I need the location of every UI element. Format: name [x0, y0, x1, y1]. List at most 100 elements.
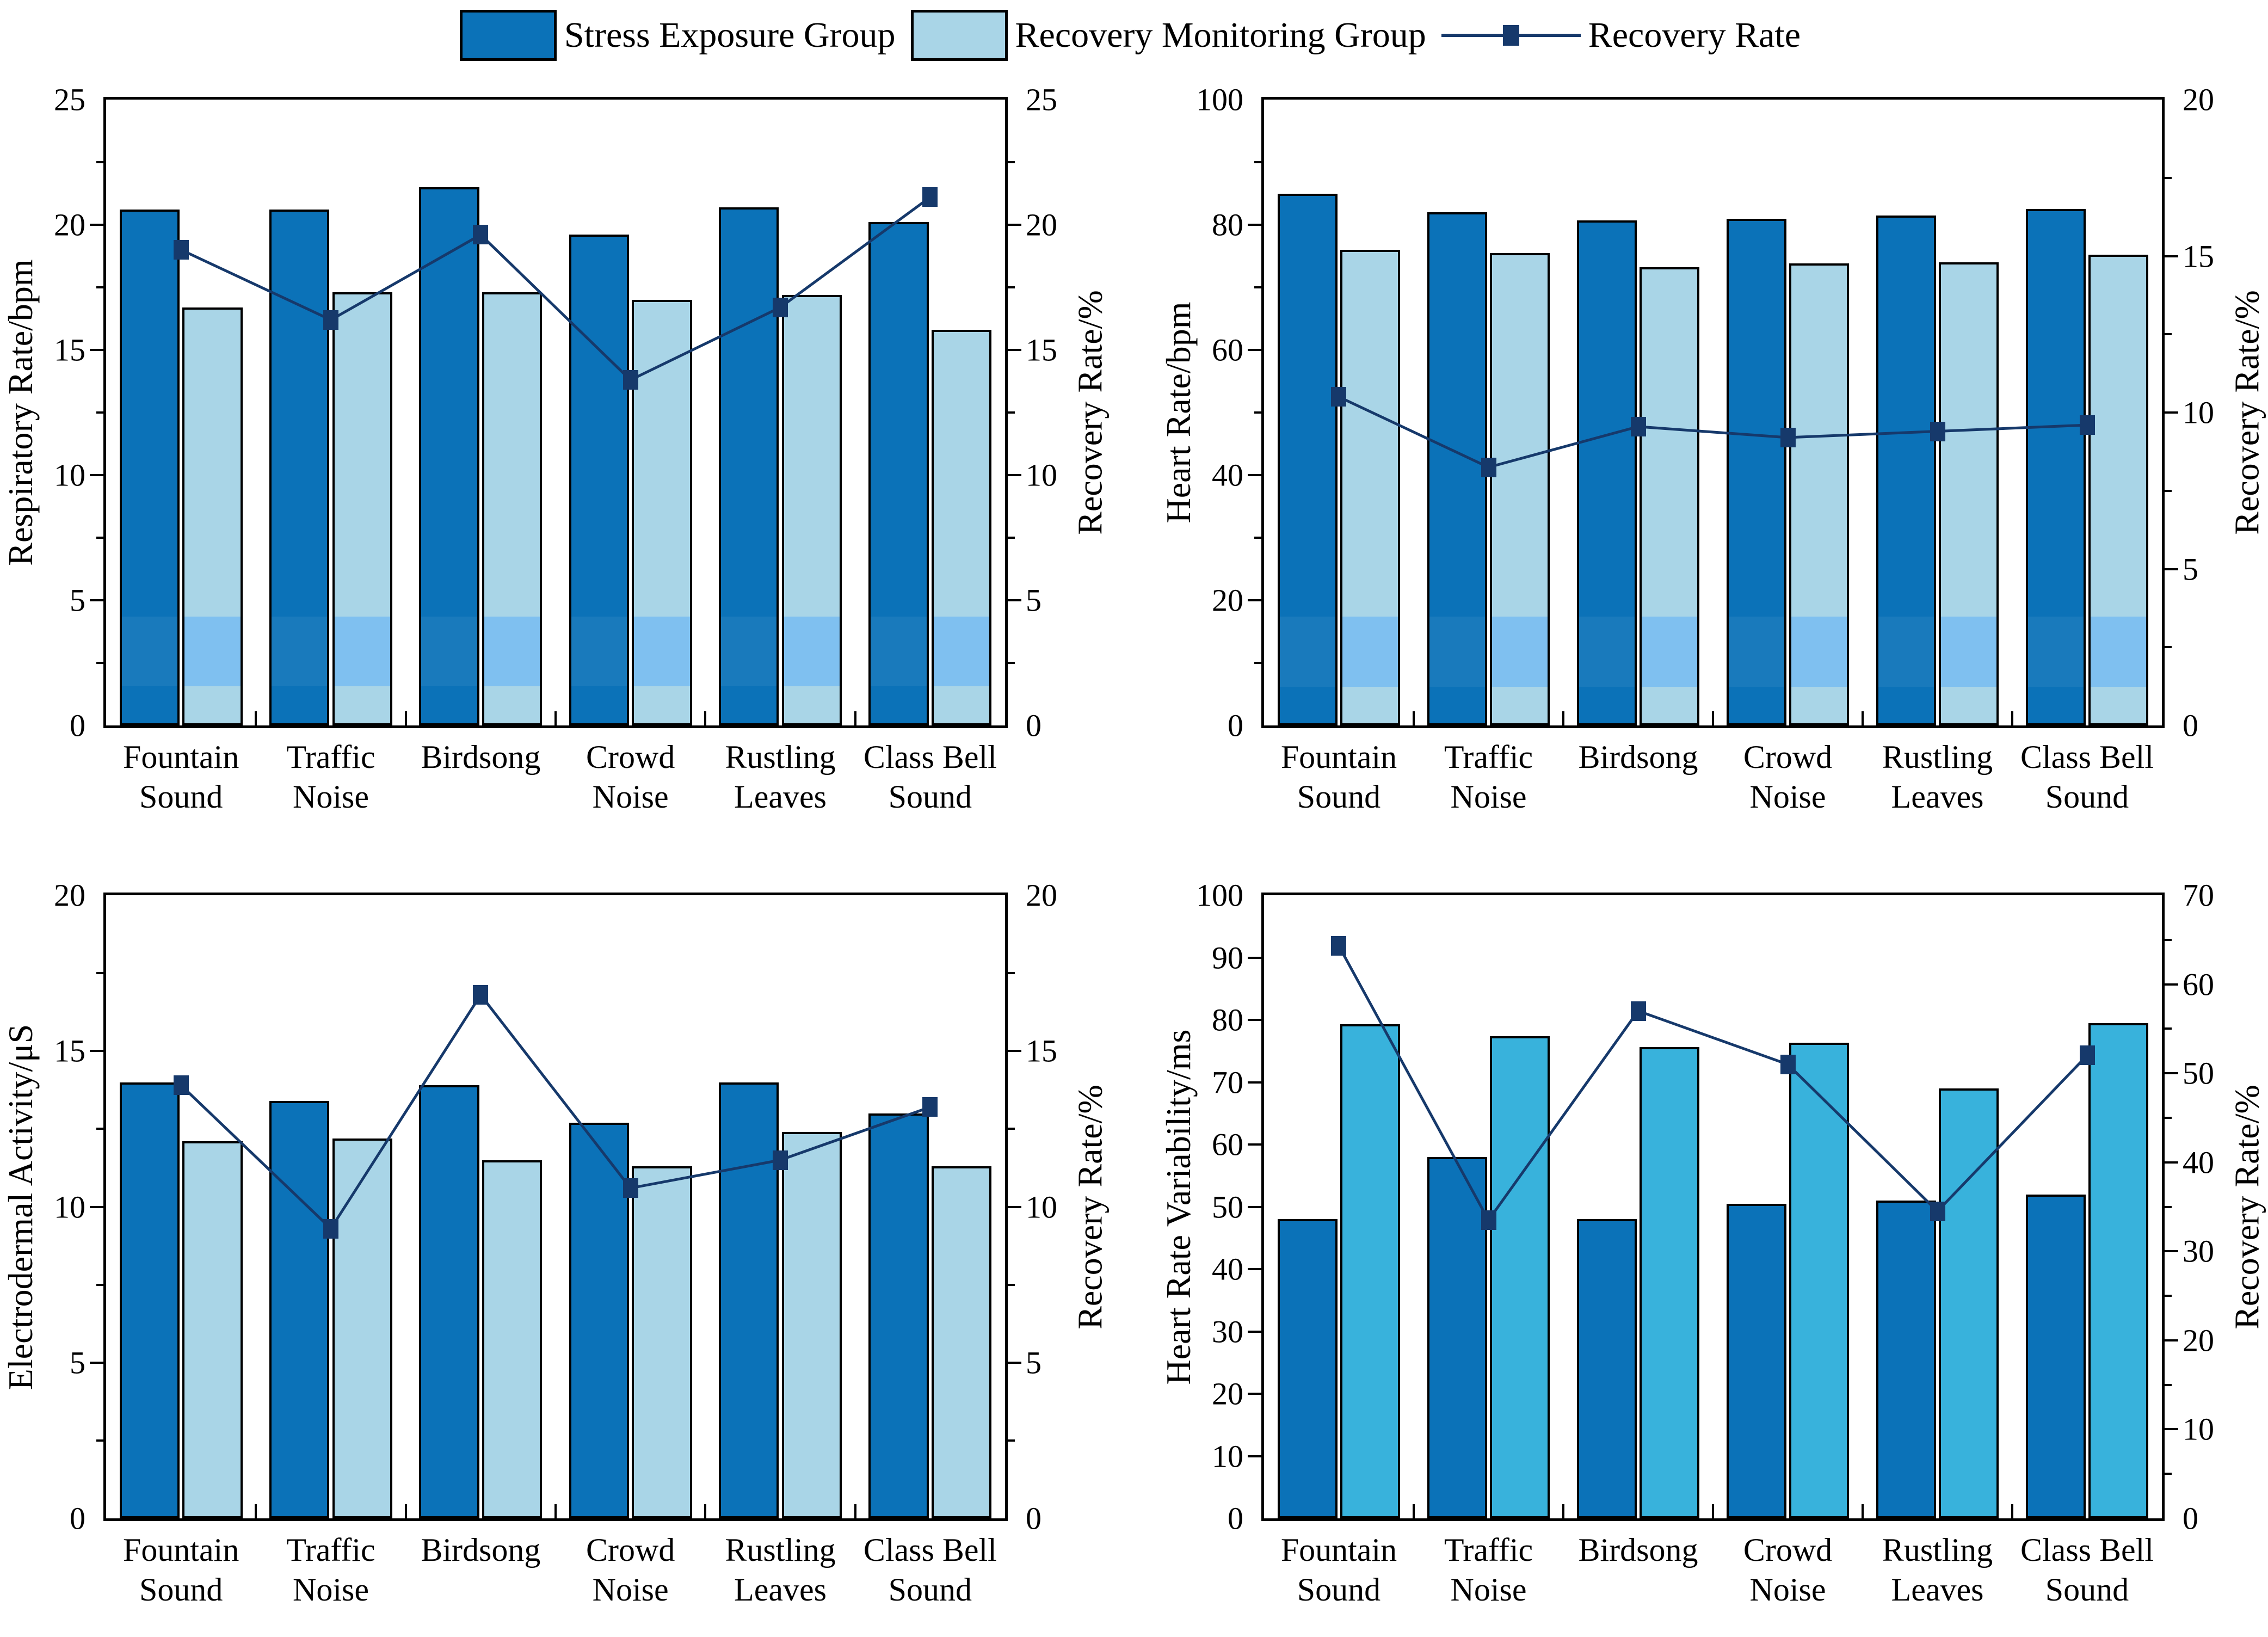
left-axis-tick-label: 70 [1212, 1064, 1243, 1100]
bar-stress-group [569, 1122, 629, 1518]
left-axis-major-tick [1248, 1205, 1264, 1208]
category-label: Traffic Noise [286, 739, 375, 815]
left-axis-minor-tick [1254, 161, 1264, 163]
legend-line-marker-icon [1502, 25, 1519, 46]
x-axis-boundary-tick [1712, 711, 1714, 725]
recovery-rate-marker [173, 240, 189, 260]
left-axis-major-tick [1248, 1268, 1264, 1270]
left-axis-major-tick [1248, 224, 1264, 226]
right-axis-tick-label: 20 [1026, 207, 1057, 243]
x-axis-boundary-tick [1412, 1504, 1415, 1518]
category-label: Crowd Noise [586, 739, 675, 815]
category-label: Fountain Sound [1280, 739, 1397, 815]
y-axis-title-left: Heart Rate/bpm [1159, 301, 1198, 524]
bar-recovery-group [632, 1166, 692, 1518]
recovery-rate-marker [623, 370, 638, 390]
category-label: Fountain Sound [122, 739, 239, 815]
right-axis-tick-label: 15 [2183, 238, 2214, 274]
bar-recovery-group [482, 1160, 543, 1518]
right-axis-tick-label: 0 [2183, 1500, 2198, 1536]
left-axis-major-tick [90, 1361, 106, 1364]
left-axis-tick-label: 100 [1196, 82, 1243, 118]
left-axis-major-tick [90, 224, 106, 226]
right-axis-minor-tick [2162, 1383, 2172, 1386]
recovery-rate-marker [1630, 416, 1646, 436]
right-axis-major-tick [2162, 568, 2178, 570]
bar-recovery-group [1939, 1088, 1999, 1518]
y-axis-title-right: Recovery Rate/% [2228, 290, 2266, 535]
right-axis-tick-label: 70 [2183, 877, 2214, 913]
right-axis-tick-label: 40 [2183, 1144, 2214, 1180]
left-axis-major-tick [90, 349, 106, 351]
right-axis-tick-label: 10 [2183, 1411, 2214, 1447]
right-axis-minor-tick [1005, 286, 1015, 288]
recovery-rate-marker [1331, 387, 1347, 407]
recovery-rate-line [1264, 100, 2162, 725]
left-axis-tick-label: 60 [1212, 332, 1243, 368]
category-label: Fountain Sound [122, 1532, 239, 1608]
x-axis-boundary-tick [854, 1504, 856, 1518]
right-axis-minor-tick [2162, 1295, 2172, 1297]
left-axis-minor-tick [1254, 662, 1264, 664]
recovery-rate-marker [773, 297, 788, 317]
x-axis-boundary-tick [1412, 711, 1415, 725]
legend-label-stress-group: Stress Exposure Group [564, 15, 896, 55]
category-label: Rustling Leaves [725, 739, 836, 815]
right-axis-major-tick [2162, 1250, 2178, 1253]
right-axis-tick-label: 25 [1026, 82, 1057, 118]
bar-stress-group [1277, 1219, 1338, 1518]
left-axis-tick-label: 50 [1212, 1189, 1243, 1224]
category-label: Class Bell Sound [863, 739, 997, 815]
y-axis-title-left: Heart Rate Variability/ms [1159, 1029, 1198, 1384]
left-axis-tick-label: 30 [1212, 1314, 1243, 1349]
left-axis-tick-label: 80 [1212, 207, 1243, 243]
y-axis-title-right: Recovery Rate/% [1071, 290, 1110, 535]
left-axis-tick-label: 20 [1212, 1376, 1243, 1412]
right-axis-tick-label: 5 [2183, 551, 2198, 587]
left-axis-minor-tick [96, 1128, 106, 1130]
legend-swatch-stress-group [459, 10, 557, 61]
category-label: Traffic Noise [1444, 739, 1533, 815]
right-axis-tick-label: 10 [1026, 457, 1057, 493]
bar-recovery-group [2088, 1023, 2149, 1518]
right-axis-minor-tick [1005, 161, 1015, 163]
legend: Stress Exposure Group Recovery Monitorin… [0, 3, 2268, 67]
legend-label-recovery-group: Recovery Monitoring Group [1015, 15, 1426, 55]
category-label: Class Bell Sound [2020, 739, 2154, 815]
recovery-rate-marker [1780, 1054, 1796, 1074]
right-axis-minor-tick [1005, 1439, 1015, 1442]
category-label: Traffic Noise [1444, 1532, 1533, 1608]
category-label: Rustling Leaves [1882, 739, 1993, 815]
recovery-rate-marker [2079, 415, 2095, 435]
left-axis-major-tick [1248, 1081, 1264, 1084]
right-axis-minor-tick [2162, 1473, 2172, 1475]
left-axis-tick-label: 0 [70, 1500, 85, 1536]
legend-label-recovery-rate: Recovery Rate [1588, 15, 1801, 55]
recovery-rate-line [1264, 895, 2162, 1518]
right-axis-minor-tick [2162, 1027, 2172, 1030]
left-axis-major-tick [1248, 349, 1264, 351]
bar-stress-group [419, 1085, 479, 1518]
left-axis-tick-label: 10 [54, 1189, 85, 1224]
right-axis-major-tick [2162, 255, 2178, 257]
left-axis-tick-label: 20 [54, 877, 85, 913]
recovery-rate-marker [473, 985, 489, 1005]
right-axis-major-tick [1005, 1050, 1021, 1053]
recovery-rate-marker [623, 1178, 638, 1198]
bar-recovery-group [332, 1138, 392, 1518]
right-axis-minor-tick [1005, 1283, 1015, 1286]
x-axis-boundary-tick [554, 711, 557, 725]
recovery-rate-line [106, 895, 1005, 1518]
bar-recovery-group [1640, 267, 1700, 725]
right-axis-major-tick [2162, 983, 2178, 986]
left-axis-minor-tick [96, 411, 106, 414]
category-label: Birdsong [1578, 1532, 1698, 1568]
x-axis-boundary-tick [1712, 1504, 1714, 1518]
recovery-rate-marker [1930, 421, 1945, 441]
recovery-rate-marker [1630, 1001, 1646, 1021]
right-axis-tick-label: 15 [1026, 332, 1057, 368]
left-axis-minor-tick [96, 662, 106, 664]
x-axis-boundary-tick [1562, 711, 1564, 725]
right-axis-major-tick [1005, 1361, 1021, 1364]
